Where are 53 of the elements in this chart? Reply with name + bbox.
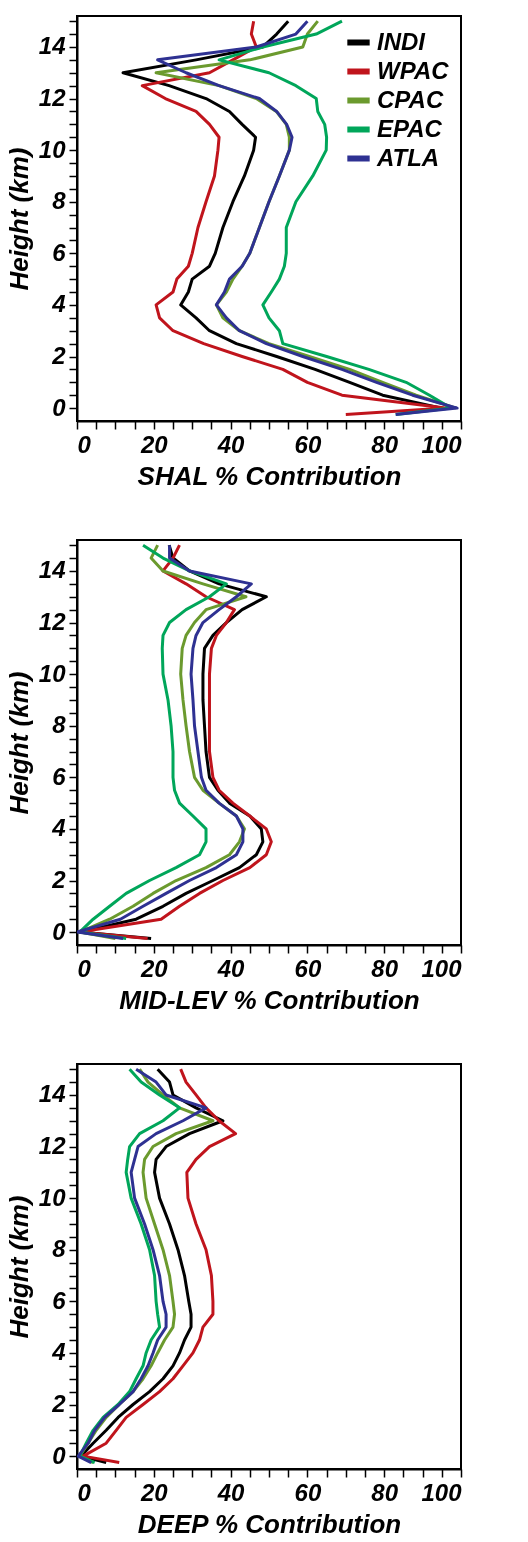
y-tick-label: 12: [38, 84, 67, 112]
x-tick-label: 100: [421, 954, 463, 982]
x-tick-label: 100: [421, 1478, 463, 1506]
y-tick-label: 14: [38, 32, 66, 60]
y-tick-label: 0: [52, 1441, 67, 1469]
x-tick-label: 60: [294, 1478, 322, 1506]
y-tick-label: 14: [38, 556, 66, 584]
y-tick-label: 2: [51, 1390, 67, 1418]
y-axis-title: Height (km): [3, 1195, 34, 1339]
x-axis-title: MID-LEV % Contribution: [119, 984, 420, 1015]
y-tick-label: 12: [38, 1132, 67, 1160]
legend-label: ATLA: [376, 143, 440, 171]
x-tick-label: 20: [139, 1478, 169, 1506]
y-axis-title: Height (km): [3, 147, 34, 291]
y-tick-label: 4: [51, 1338, 66, 1366]
x-tick-label: 40: [216, 430, 246, 458]
y-tick-label: 6: [52, 238, 67, 266]
legend-label: CPAC: [377, 85, 444, 113]
y-tick-label: 8: [52, 187, 67, 215]
x-tick-label: 20: [139, 430, 169, 458]
y-tick-label: 12: [38, 608, 67, 636]
y-tick-label: 2: [51, 866, 67, 894]
x-tick-label: 80: [371, 954, 399, 982]
x-tick-label: 40: [216, 1478, 246, 1506]
y-tick-label: 6: [52, 1286, 67, 1314]
legend-label: WPAC: [377, 56, 450, 84]
x-tick-label: 0: [77, 1478, 92, 1506]
x-tick-label: 0: [77, 954, 92, 982]
y-tick-label: 0: [52, 917, 67, 945]
x-tick-label: 0: [77, 430, 92, 458]
y-tick-label: 0: [52, 393, 67, 421]
y-tick-label: 10: [38, 659, 67, 687]
x-axis-title: DEEP % Contribution: [137, 1508, 402, 1539]
x-tick-label: 60: [294, 954, 322, 982]
y-tick-label: 14: [38, 1080, 66, 1108]
y-tick-label: 10: [38, 1183, 67, 1211]
y-tick-label: 10: [38, 135, 67, 163]
x-axis-title: SHAL % Contribution: [137, 460, 402, 491]
x-tick-label: 20: [139, 954, 169, 982]
x-tick-label: 40: [216, 954, 246, 982]
y-tick-label: 2: [51, 342, 67, 370]
x-tick-label: 100: [421, 430, 463, 458]
y-tick-label: 8: [52, 711, 67, 739]
y-tick-label: 4: [51, 814, 66, 842]
x-tick-label: 60: [294, 430, 322, 458]
x-tick-label: 80: [371, 1478, 399, 1506]
legend-label: INDI: [377, 27, 427, 55]
y-tick-label: 6: [52, 762, 67, 790]
y-axis-title: Height (km): [3, 671, 34, 815]
x-tick-label: 80: [371, 430, 399, 458]
legend-label: EPAC: [377, 114, 443, 142]
y-tick-label: 8: [52, 1235, 67, 1263]
y-tick-label: 4: [51, 290, 66, 318]
